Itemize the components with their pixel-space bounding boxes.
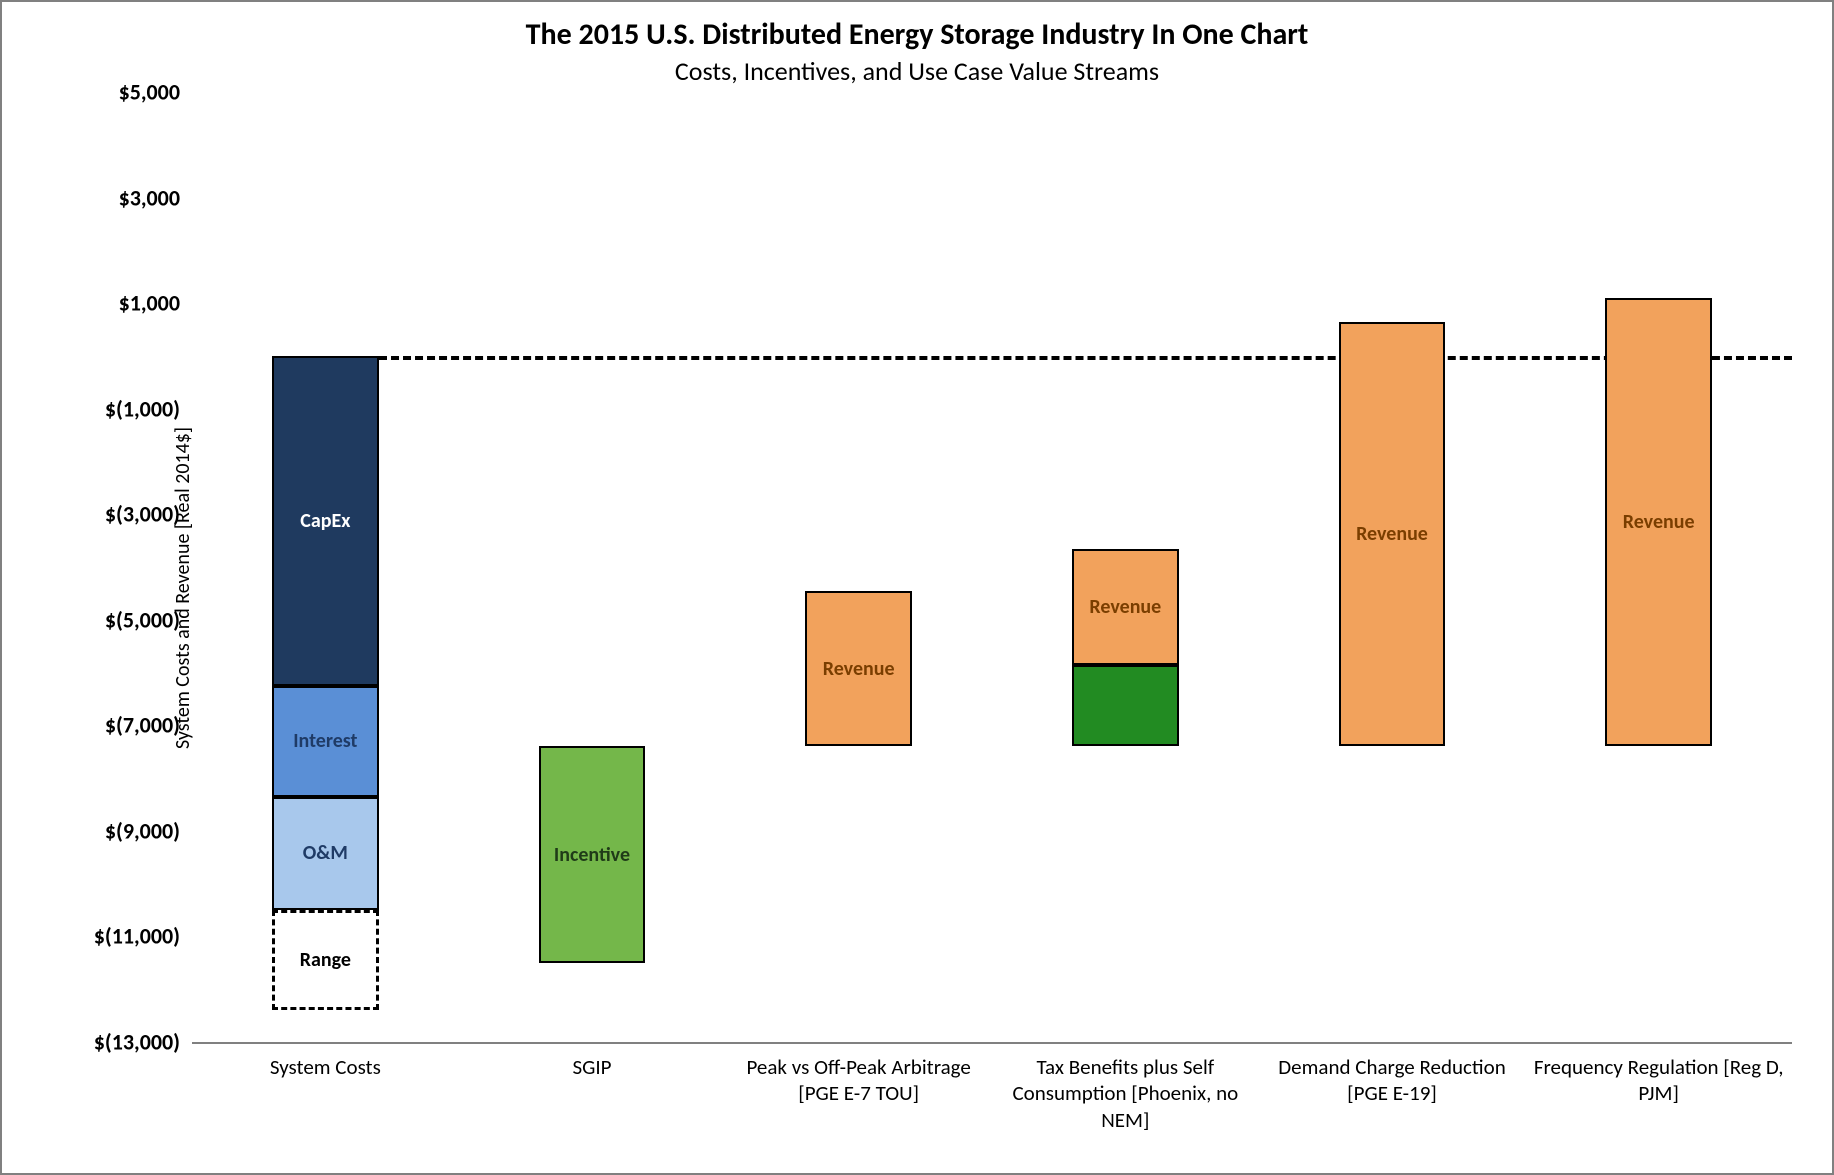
bar-segment (1072, 665, 1179, 747)
chart-titles: The 2015 U.S. Distributed Energy Storage… (2, 16, 1832, 87)
bar-segment-label: Revenue (1623, 510, 1695, 534)
y-tick-label: $1,000 (119, 290, 180, 317)
zero-reference-line (379, 356, 1792, 360)
category-label: SGIP (462, 1054, 722, 1080)
x-axis-line (192, 1042, 1792, 1044)
y-tick-label: $(11,000) (94, 923, 180, 950)
bar-segment: Revenue (1339, 322, 1446, 747)
category-label: Tax Benefits plus Self Consumption [Phoe… (995, 1054, 1255, 1133)
y-tick-label: $3,000 (119, 184, 180, 211)
y-tick-label: $(1,000) (105, 395, 180, 422)
y-tick-label: $(9,000) (105, 817, 180, 844)
bar-segment-label: CapEx (300, 509, 350, 533)
bar-segment: Range (272, 910, 379, 1010)
bar-segment-label: Interest (293, 729, 357, 753)
bar-segment-label: Revenue (823, 657, 895, 681)
y-tick-label: $5,000 (119, 79, 180, 106)
y-tick-label: $(7,000) (105, 712, 180, 739)
bar-segment-label: Revenue (1356, 522, 1428, 546)
bar-segment: CapEx (272, 356, 379, 686)
bar-segment-label: Revenue (1089, 595, 1161, 619)
bar-segment-label: O&M (303, 841, 348, 865)
category-label: Peak vs Off-Peak Arbitrage [PGE E-7 TOU] (729, 1054, 989, 1107)
bar-segment: Revenue (1605, 298, 1712, 747)
bar-segment-label: Range (300, 948, 351, 972)
chart-title-main: The 2015 U.S. Distributed Energy Storage… (2, 16, 1832, 53)
bar-segment: O&M (272, 797, 379, 910)
bar-segment-label: Incentive (554, 843, 630, 867)
bar-segment: Revenue (1072, 549, 1179, 665)
bar-segment: Revenue (805, 591, 912, 747)
chart-title-sub: Costs, Incentives, and Use Case Value St… (2, 55, 1832, 87)
chart-frame: The 2015 U.S. Distributed Energy Storage… (0, 0, 1834, 1175)
category-label: System Costs (195, 1054, 455, 1080)
category-label: Demand Charge Reduction [PGE E-19] (1262, 1054, 1522, 1107)
category-label: Frequency Regulation [Reg D, PJM] (1529, 1054, 1789, 1107)
y-tick-label: $(5,000) (105, 606, 180, 633)
y-tick-label: $(13,000) (94, 1029, 180, 1056)
bar-segment: Incentive (539, 746, 646, 962)
y-tick-label: $(3,000) (105, 501, 180, 528)
plot-area: $5,000$3,000$1,000$(1,000)$(3,000)$(5,00… (192, 92, 1792, 1042)
bar-segment: Interest (272, 686, 379, 797)
